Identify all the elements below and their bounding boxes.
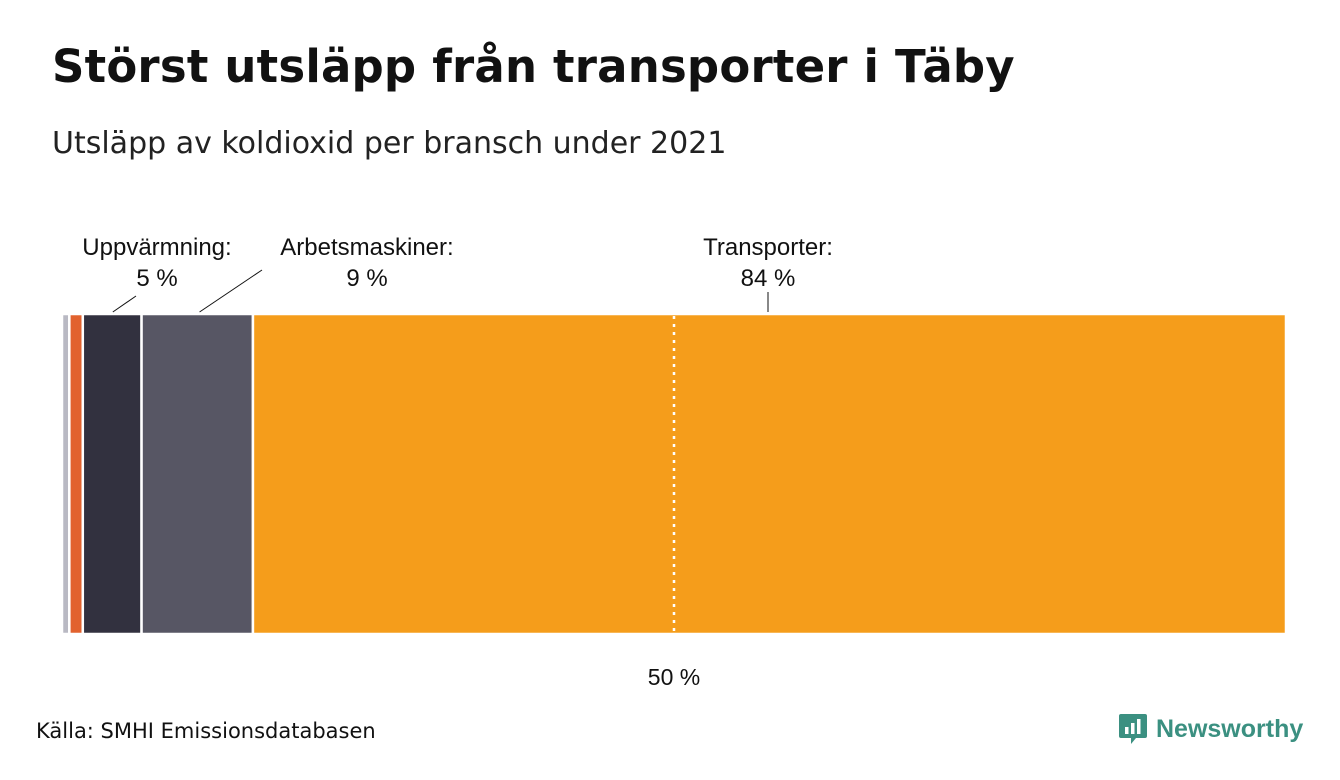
annotation-1: Uppvärmning: 5 % [82,234,232,313]
bar-segment-3 [81,312,143,636]
bar-segment-5 [251,312,1288,636]
annotation-label: Uppvärmning: [82,234,231,261]
source-note: Källa: SMHI Emissionsdatabasen [36,719,376,743]
annotation-leader [199,269,263,313]
annotation-value: 5 % [136,265,177,292]
chart-subtitle: Utsläpp av koldioxid per bransch under 2… [52,126,727,161]
annotation-value: 9 % [346,265,387,292]
chart-title: Störst utsläpp från transporter i Täby [52,40,1015,93]
annotation-leader [112,295,137,313]
bar-segment-4 [140,312,255,636]
newsworthy-logo-icon [1119,714,1147,744]
annotation-value: 84 % [741,265,796,292]
annotation-label: Arbetsmaskiner: [280,234,453,261]
brand-name: Newsworthy [1156,714,1304,743]
annotation-3: Transporter: 84 % [703,234,833,312]
annotation-label: Transporter: [703,234,833,261]
bar-segment-2 [68,312,85,636]
brand-logo: Newsworthy [1118,712,1303,746]
reference-line-label: 50 % [648,664,700,690]
annotation-2: Arbetsmaskiner: 9 % [199,234,454,313]
